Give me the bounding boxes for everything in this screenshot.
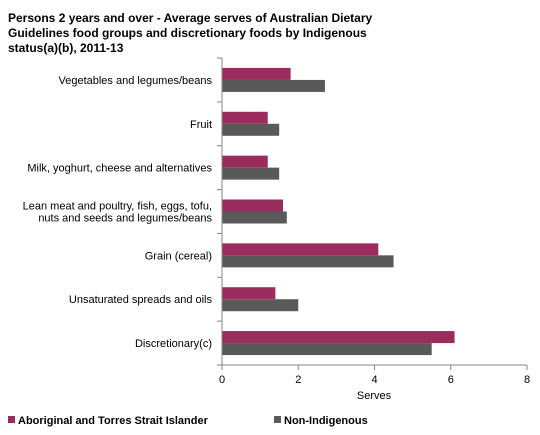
category-label: Discretionary(c)	[135, 338, 212, 350]
bar-aboriginal-torres-strait-islander	[222, 199, 283, 212]
bar-non-indigenous	[222, 167, 280, 180]
bar-aboriginal-torres-strait-islander	[222, 287, 276, 300]
x-axis-title: Serves	[357, 390, 392, 402]
legend-label: Aboriginal and Torres Strait Islander	[18, 415, 209, 427]
x-tick-label: 8	[524, 374, 530, 386]
x-tick-label: 2	[295, 374, 301, 386]
bar-non-indigenous	[222, 123, 280, 136]
legend-swatch	[274, 416, 281, 423]
bar-non-indigenous	[222, 299, 299, 312]
x-tick-label: 4	[371, 374, 377, 386]
legend-label: Non-Indigenous	[284, 415, 368, 427]
legend-swatch	[8, 416, 15, 423]
bar-aboriginal-torres-strait-islander	[222, 111, 268, 124]
bar-aboriginal-torres-strait-islander	[222, 67, 291, 80]
category-label: Lean meat and poultry, fish, eggs, tofu,	[23, 201, 212, 213]
bar-aboriginal-torres-strait-islander	[222, 331, 455, 344]
chart-title-line-1: Persons 2 years and over - Average serve…	[8, 11, 372, 25]
x-tick-label: 6	[448, 374, 454, 386]
category-labels: Vegetables and legumes/beans Fruit Milk, y…	[23, 75, 213, 350]
bar-non-indigenous	[222, 79, 325, 92]
category-label: Fruit	[190, 119, 212, 131]
bars	[222, 67, 455, 356]
category-label: nuts and seeds and legumes/beans	[38, 213, 212, 225]
category-label: Unsaturated spreads and oils	[69, 294, 213, 306]
chart-title-line-3: status(a)(b), 2011-13	[8, 41, 124, 55]
bar-aboriginal-torres-strait-islander	[222, 243, 379, 256]
legend: Aboriginal and Torres Strait Islander Non…	[8, 415, 368, 427]
x-ticks: 0 2 4 6 8	[219, 365, 530, 386]
chart-title-line-2: Guidelines food groups and discretionary…	[8, 26, 367, 40]
bar-non-indigenous	[222, 211, 287, 224]
chart-title: Persons 2 years and over - Average serve…	[8, 11, 372, 55]
x-tick-label: 0	[219, 374, 225, 386]
category-label: Vegetables and legumes/beans	[58, 75, 212, 87]
bar-non-indigenous	[222, 343, 432, 356]
bar-aboriginal-torres-strait-islander	[222, 155, 268, 168]
bar-non-indigenous	[222, 255, 394, 268]
category-label: Milk, yoghurt, cheese and alternatives	[27, 163, 212, 175]
category-label: Grain (cereal)	[145, 250, 212, 262]
